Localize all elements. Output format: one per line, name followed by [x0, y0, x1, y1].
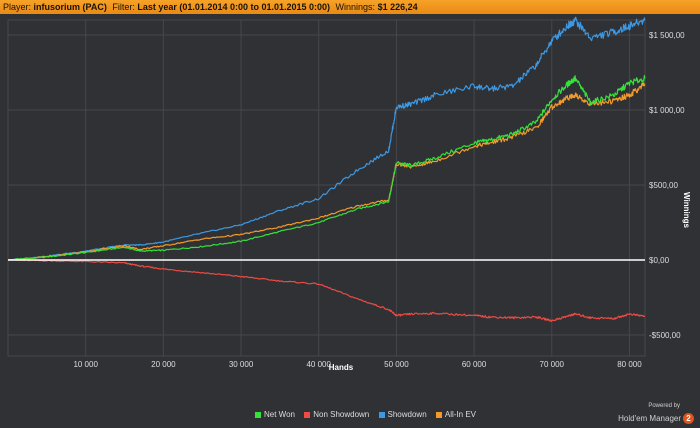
legend-swatch-allin-ev [435, 411, 442, 418]
winnings-chart: 10 000 20 000 30 000 40 000 50 000 60 000 70 0… [7, 16, 691, 372]
x-tick-label: 80 000 [617, 360, 642, 369]
filter-label: Filter: [112, 2, 135, 12]
x-tick-label: 70 000 [540, 360, 565, 369]
y-tick-label: $1 000,00 [649, 106, 685, 115]
series-line-all-in-ev [7, 82, 646, 261]
x-tick-label: 10 000 [73, 360, 98, 369]
player-label: Player: [3, 2, 32, 12]
legend-swatch-non-showdown [304, 411, 311, 418]
branding: Powered by Hold'em Manager 2 [618, 403, 694, 428]
powered-by-text: Powered by [648, 403, 680, 409]
plot-frame [7, 19, 646, 357]
series-line-showdown [7, 16, 646, 261]
grid [7, 19, 646, 357]
x-tick-label: 60 000 [462, 360, 487, 369]
legend-label-showdown: Showdown [387, 410, 427, 419]
y-tick-label: $0,00 [649, 256, 670, 265]
legend-swatch-net-won [255, 411, 261, 418]
product-name: Hold'em Manager [618, 413, 681, 423]
player-value: infusorium (PAC) [33, 2, 107, 12]
legend-label-net-won: Net Won [264, 410, 295, 419]
hm2-logo-icon: 2 [683, 413, 694, 425]
tick-labels: 10 000 20 000 30 000 40 000 50 000 60 000 70 0… [73, 31, 685, 369]
winnings-label: Winnings: [335, 2, 376, 12]
legend-item-showdown[interactable]: Showdown [378, 410, 427, 419]
header-bar: Player: infusorium (PAC) Filter: Last ye… [0, 0, 700, 14]
legend-item-non-showdown[interactable]: Non Showdown [304, 410, 369, 419]
x-tick-label: 50 000 [384, 360, 409, 369]
x-tick-label: 20 000 [151, 360, 176, 369]
y-tick-label: $1 500,00 [649, 31, 685, 40]
x-tick-label: 40 000 [306, 360, 331, 369]
legend-label-non-showdown: Non Showdown [313, 410, 370, 419]
filter-value: Last year (01.01.2014 0:00 to 01.01.2015… [137, 2, 331, 12]
x-axis-title: Hands [329, 363, 354, 372]
series-lines [7, 16, 646, 323]
winnings-value: $1 226,24 [377, 2, 418, 12]
legend-item-net-won[interactable]: Net Won [255, 410, 295, 419]
series-line-net-won [7, 74, 646, 261]
y-tick-label: -$500,00 [649, 331, 681, 340]
y-tick-label: $500,00 [649, 181, 678, 190]
y-axis-title: Winnings [682, 192, 691, 228]
legend: Net Won Non Showdown Showdown All-In EV [255, 410, 483, 422]
series-line-non-showdown [8, 259, 646, 323]
legend-label-allin-ev: All-In EV [444, 410, 476, 419]
x-tick-label: 30 000 [229, 360, 254, 369]
legend-item-allin-ev[interactable]: All-In EV [435, 410, 476, 419]
legend-swatch-showdown [378, 411, 385, 418]
